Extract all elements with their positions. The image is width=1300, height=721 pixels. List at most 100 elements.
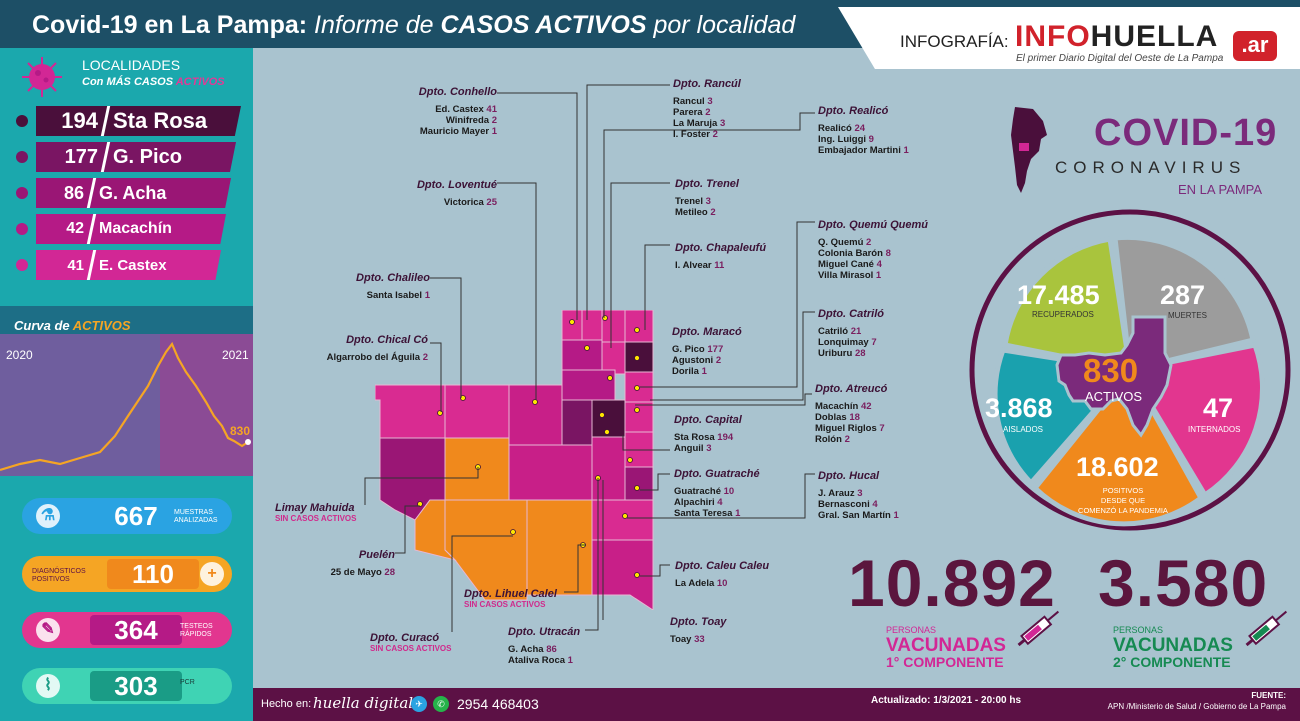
locality-count: 25 (486, 197, 497, 208)
locality-count: 177 (707, 344, 724, 355)
activos-label: ACTIVOS (1085, 389, 1143, 404)
whatsapp-icon[interactable]: ✆ (433, 696, 449, 712)
dept-locality: Colonia Barón 8 (818, 248, 928, 259)
dept-locality: Agustoni 2 (672, 355, 742, 366)
curve-chart (0, 306, 253, 476)
locality-count: 7 (879, 423, 885, 434)
localidad-bar: 177 G. Pico (36, 142, 236, 172)
locality-name: Parera (673, 107, 703, 118)
locality-name: J. Arauz (818, 488, 855, 499)
locality-count: 28 (854, 348, 866, 359)
dept-locality: Miguel Cané 4 (818, 259, 928, 270)
locality-name: Santa Isabel (366, 290, 423, 301)
locality-count: 2 (422, 352, 428, 363)
positivos-label-1: POSITIVOS (1102, 486, 1144, 495)
covid-title: COVID-19 (1094, 112, 1278, 154)
dept-locality: Sta Rosa 194 (674, 432, 742, 443)
syringe-icon (1017, 610, 1060, 647)
locality-count: 21 (850, 326, 862, 337)
locality-name: Macachín (815, 401, 859, 412)
dept-locality: Guatraché 10 (674, 486, 760, 497)
muertes-value: 287 (1160, 280, 1206, 310)
brand-panel (838, 7, 1300, 69)
dept-name: Dpto. Chalileo (356, 272, 430, 284)
locality-count: 2 (712, 129, 718, 140)
locality-count: 4 (872, 499, 878, 510)
locality-count: 1 (893, 510, 899, 521)
dept-locality: Victorica 25 (405, 197, 497, 208)
localidad-count: 177 (64, 145, 98, 168)
brand-logo[interactable]: INFOHUELLA (1015, 20, 1218, 54)
test-value: 303 (90, 671, 182, 701)
dept-locality: La Adela 10 (675, 578, 769, 589)
dept-locality: Embajador Martini 1 (818, 145, 909, 156)
dept-locality: Lonquimay 7 (818, 337, 884, 348)
positivos-label-2: DESDE QUE (1100, 496, 1146, 505)
locality-count: 10 (716, 578, 728, 589)
locality-name: Miguel Cané (818, 259, 874, 270)
locality-name: Uriburu (818, 348, 853, 359)
locality-name: Mauricio Mayer (419, 126, 490, 137)
locality-count: 1 (491, 126, 497, 137)
locality-name: Q. Quemú (818, 237, 864, 248)
virus-bullet-icon (16, 151, 28, 163)
brand-prefix: INFOGRAFÍA: (900, 32, 1009, 51)
dept-loventue: Dpto. Loventué Victorica 25 (405, 179, 497, 208)
footer-bar: Hecho en: huella digital ✈ ✆ 2954 468403… (253, 688, 1300, 721)
dept-locality: Winifreda 2 (407, 115, 497, 126)
locality-count: 86 (546, 644, 557, 655)
locality-count: 3 (707, 96, 713, 107)
dept-locality: Doblas 18 (815, 412, 887, 423)
telegram-icon[interactable]: ✈ (411, 696, 427, 712)
vacunados-1-value: 10.892 (848, 546, 1056, 620)
curve-current: 830 (230, 424, 251, 438)
covid-place: EN LA PAMPA (1178, 182, 1263, 197)
locality-name: Metileo (675, 207, 708, 218)
vacunados-2-value: 3.580 (1098, 546, 1269, 620)
dept-locality: I. Alvear 11 (675, 260, 766, 271)
dept-catrilo: Dpto. Catriló Catriló 21 Lonquimay 7 Uribur… (818, 308, 884, 359)
dept-chicalco: Dpto. Chical Có Algarrobo del Águila 2 (318, 334, 428, 363)
dept-locality: Miguel Riglos 7 (815, 423, 887, 434)
dept-name: Dpto. Atreucó (815, 383, 888, 395)
covid-pie (969, 209, 1291, 531)
dept-locality: Rolón 2 (815, 434, 887, 445)
locality-count: 194 (717, 432, 734, 443)
test-stat-pill: 667 MUESTRAS ANALIZADAS ⚗ (22, 498, 232, 534)
locality-count: 9 (868, 134, 874, 145)
positivos-value: 18.602 (1076, 452, 1159, 482)
dept-no-cases: SIN CASOS ACTIVOS (370, 644, 452, 653)
locality-name: Dorila (672, 366, 699, 377)
dept-toay: Dpto. Toay Toay 33 (670, 616, 726, 645)
footer-phone[interactable]: 2954 468403 (457, 696, 539, 712)
curve-title-hl: ACTIVOS (72, 318, 131, 333)
dept-name: Dpto. Chapaleufú (675, 242, 767, 254)
vacunados-1-l2: VACUNADAS (886, 635, 1006, 656)
dept-locality: Uriburu 28 (818, 348, 884, 359)
footer-source-title: FUENTE: (1251, 691, 1286, 700)
brand-subtitle: El primer Diario Digital del Oeste de La… (1016, 53, 1224, 64)
dept-puelen: Puelén 25 de Mayo 28 (320, 549, 395, 578)
lab-icon: ⚗ (36, 504, 60, 528)
locality-name: Toay (670, 634, 692, 645)
test-value: 667 (90, 501, 182, 531)
footer-brand[interactable]: huella digital (313, 694, 414, 712)
locality-name: Bernasconi (818, 499, 870, 510)
locality-count: 2 (491, 115, 497, 126)
locality-count: 24 (854, 123, 866, 134)
dept-guatrache: Dpto. Guatraché Guatraché 10 Alpachiri 4 Sa… (674, 468, 760, 519)
locality-count: 7 (871, 337, 877, 348)
localidad-bar: 86 G. Acha (36, 178, 231, 208)
locality-count: 8 (885, 248, 891, 259)
locality-name: Ed. Castex (435, 104, 484, 115)
dept-name: Puelén (358, 549, 395, 561)
locality-count: 3 (720, 118, 726, 129)
dept-locality: 25 de Mayo 28 (320, 567, 395, 578)
localidad-count: 41 (67, 256, 84, 274)
locality-count: 42 (860, 401, 872, 412)
locality-count: 2 (705, 107, 711, 118)
locality-count: 33 (694, 634, 705, 645)
locality-count: 4 (876, 259, 882, 270)
dept-caleucaleu: Dpto. Caleu Caleu La Adela 10 (675, 560, 769, 589)
virus-bullet-icon (16, 259, 28, 271)
